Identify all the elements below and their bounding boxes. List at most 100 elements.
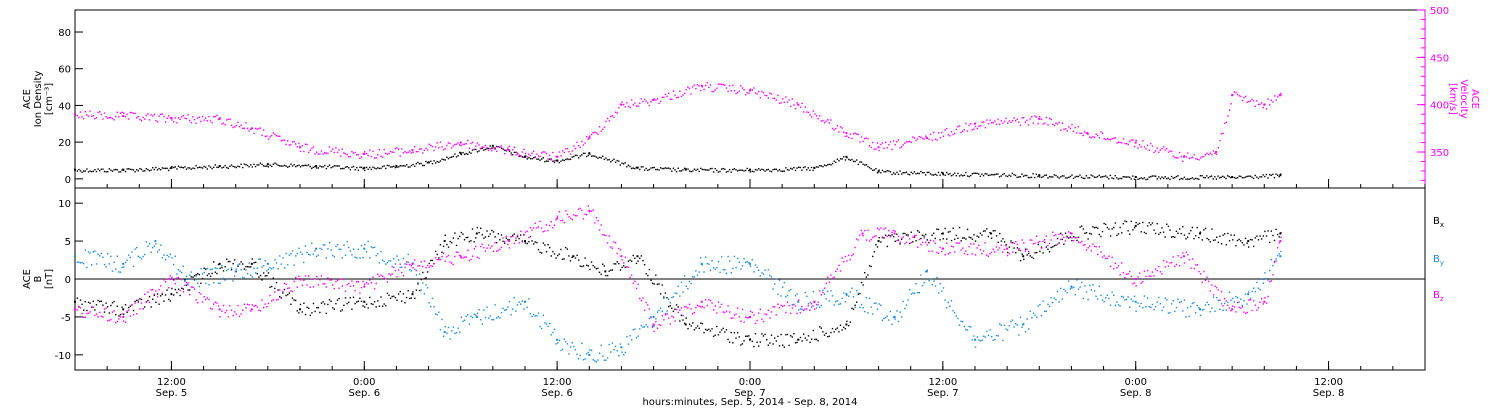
by-dot (271, 268, 273, 270)
bx-dot (965, 238, 967, 240)
by-dot (1253, 287, 1255, 289)
by-dot (426, 287, 429, 289)
velocity-dot (857, 133, 860, 136)
bz-dot (830, 274, 832, 276)
by-dot (1150, 306, 1152, 309)
velocity-dot (934, 138, 937, 140)
bz-dot (192, 286, 194, 288)
bx-dot (1055, 244, 1057, 247)
by-dot (1216, 296, 1218, 299)
by-dot (867, 312, 869, 314)
velocity-dot (397, 148, 400, 151)
bx-dot (894, 240, 896, 243)
density-dot (1010, 175, 1012, 177)
bz-dot (774, 306, 776, 308)
bz-dot (1217, 289, 1219, 291)
velocity-dot (735, 92, 737, 95)
density-dot (254, 165, 257, 168)
by-dot (581, 342, 583, 345)
velocity-dot (947, 134, 949, 136)
velocity-dot (365, 152, 368, 155)
bx-dot (1183, 234, 1186, 236)
bx-dot (732, 342, 734, 344)
velocity-dot (128, 118, 130, 120)
density-dot (1217, 175, 1219, 177)
bz-dot (168, 287, 170, 289)
density-dot (283, 164, 286, 167)
by-dot (618, 355, 620, 357)
bx-dot (213, 261, 215, 263)
bx-dot (499, 238, 501, 241)
velocity-dot (598, 126, 601, 128)
bx-dot (102, 304, 104, 306)
by-dot (78, 261, 80, 264)
bz-dot (846, 260, 848, 262)
bz-dot (1087, 247, 1089, 249)
density-dot (1170, 175, 1173, 178)
velocity-dot (1140, 146, 1142, 148)
velocity-point (218, 117, 221, 120)
density-dot (436, 160, 438, 163)
bz-dot (812, 305, 814, 307)
by-dot (163, 254, 165, 256)
bx-dot (867, 274, 869, 276)
bx-dot (640, 255, 643, 257)
density-dot (243, 163, 246, 165)
velocity-dot (190, 121, 193, 124)
density-dot (76, 170, 78, 172)
bz-dot (1113, 268, 1115, 270)
bx-dot (558, 253, 560, 255)
by-dot (774, 283, 776, 285)
bz-dot (1183, 262, 1186, 264)
bz-dot (746, 317, 748, 319)
density-dot (1082, 177, 1084, 180)
velocity-dot (1252, 100, 1255, 102)
bx-dot (823, 334, 826, 336)
bz-dot (275, 299, 278, 301)
density-dot (1058, 177, 1060, 179)
density-dot (441, 158, 443, 160)
bx-dot (192, 276, 194, 278)
bz-dot (163, 279, 165, 281)
bz-dot (290, 290, 292, 292)
bz-dot (319, 279, 321, 281)
by-dot (259, 258, 262, 260)
by-dot (569, 346, 572, 348)
density-dot (1137, 178, 1139, 180)
velocity-dot (945, 127, 948, 130)
bz-dot (847, 254, 850, 256)
bx-dot (568, 255, 570, 257)
velocity-dot (193, 118, 196, 121)
bz-dot (1108, 255, 1110, 257)
bz-dot (389, 274, 392, 276)
velocity-dot (886, 147, 888, 149)
by-dot (92, 251, 94, 253)
by-dot (340, 248, 342, 251)
by-dot (457, 327, 459, 329)
velocity-dot (592, 132, 594, 134)
density-dot (108, 168, 110, 170)
bx-dot (136, 299, 138, 302)
bx-dot (679, 320, 681, 322)
by-dot (610, 351, 612, 353)
bz-dot (553, 224, 556, 226)
legend-bz-sub: z (1440, 295, 1444, 303)
velocity-dot (1201, 155, 1203, 158)
density-dot (852, 160, 855, 163)
by-dot (555, 343, 557, 345)
bz-dot (425, 266, 427, 269)
by-dot (1085, 291, 1088, 293)
velocity-dot (100, 113, 102, 116)
by-dot (510, 313, 512, 316)
bz-dot (664, 314, 667, 316)
velocity-dot (246, 127, 249, 130)
by-dot (782, 286, 784, 288)
bz-dot (262, 306, 265, 309)
density-dot (720, 168, 723, 170)
bz-dot (823, 287, 826, 289)
velocity-dot (728, 85, 731, 87)
bx-dot (179, 294, 181, 297)
bx-dot (1196, 226, 1198, 229)
bz-dot (859, 234, 861, 236)
by-dot (386, 261, 389, 264)
